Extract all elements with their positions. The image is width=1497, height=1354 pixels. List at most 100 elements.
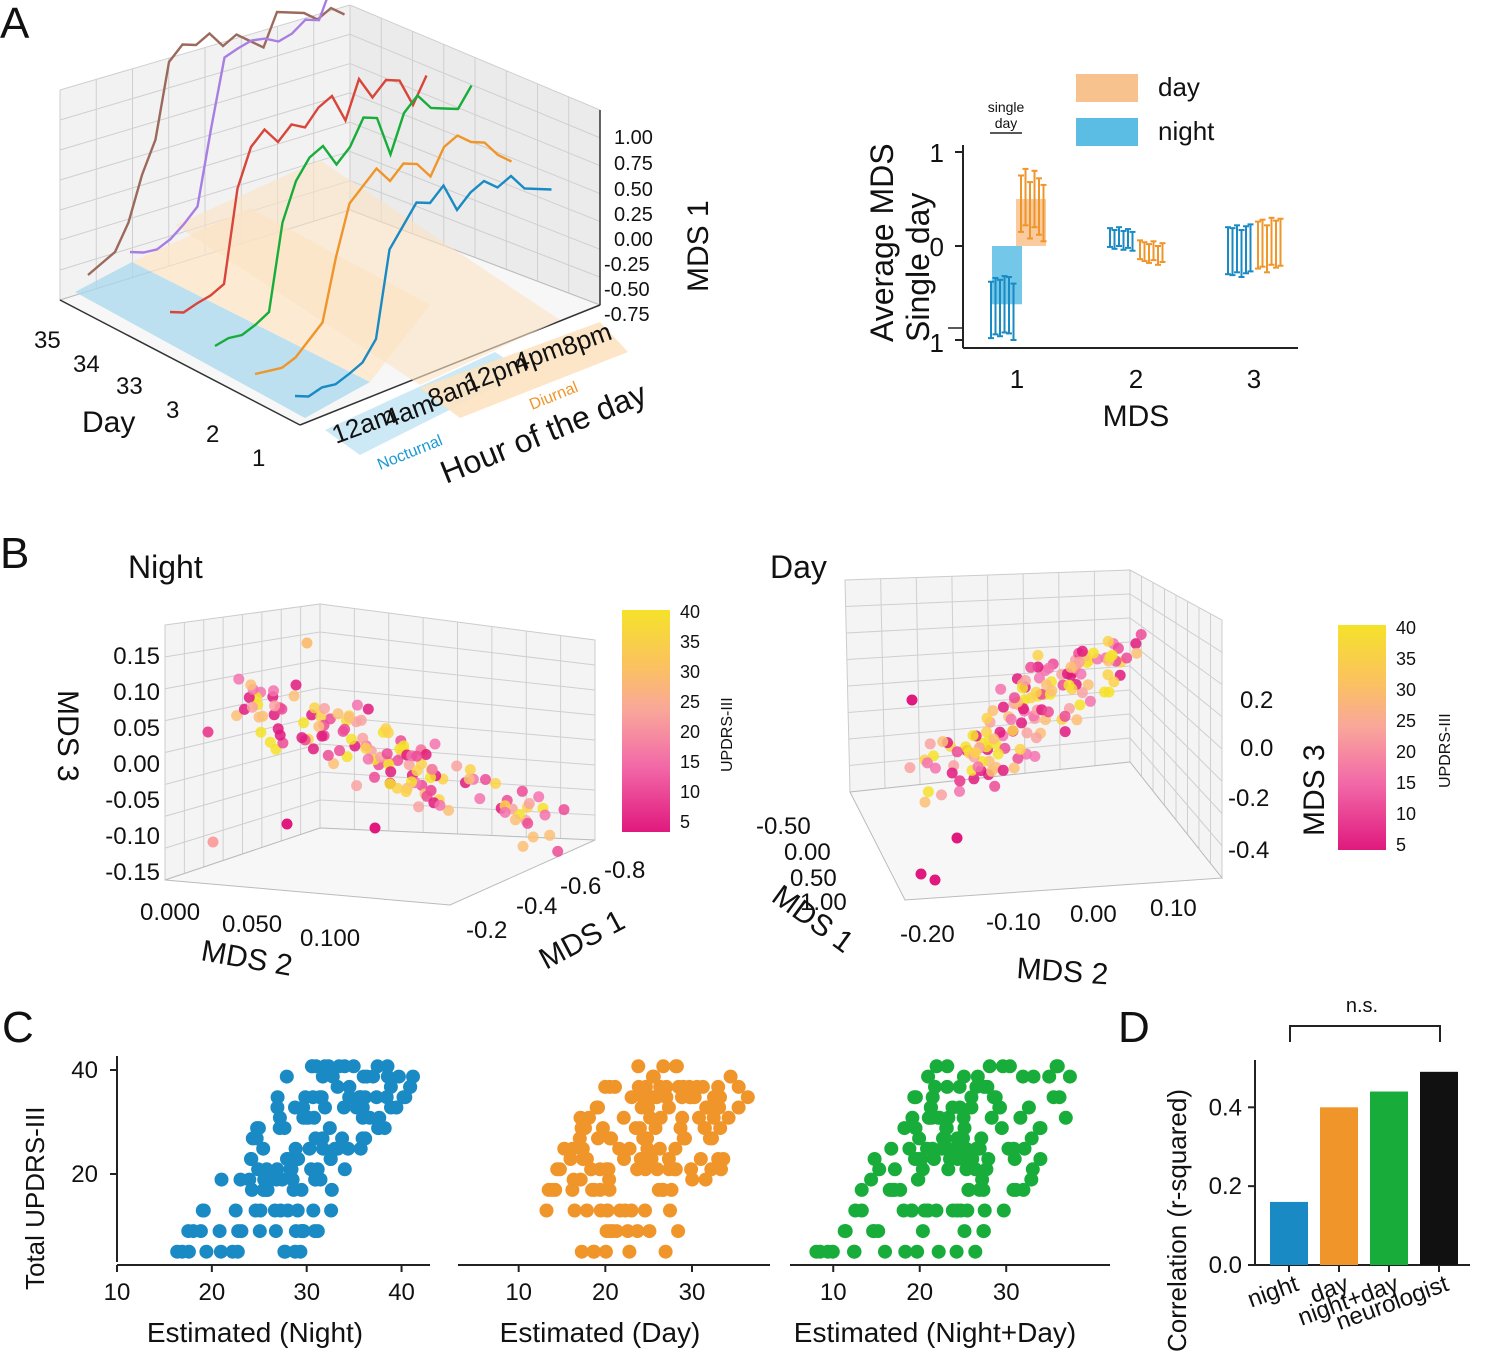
- c-point: [591, 1131, 605, 1146]
- day-point: [924, 738, 936, 750]
- c-point: [617, 1152, 631, 1166]
- z-tick: 0.00: [113, 751, 160, 778]
- c-point: [391, 1069, 406, 1084]
- night-point: [421, 790, 433, 802]
- c-point: [986, 1090, 1001, 1105]
- c-point: [1058, 1110, 1073, 1125]
- c-point: [234, 1224, 249, 1239]
- day-point: [1135, 629, 1147, 640]
- ns-annotation: n.s.: [1346, 995, 1378, 1017]
- c-point: [902, 1141, 917, 1156]
- night-x-label: MDS 2: [199, 934, 295, 982]
- night-point: [480, 774, 491, 785]
- day-point: [929, 762, 941, 774]
- c-point: [225, 1244, 240, 1259]
- c-point: [1046, 1090, 1061, 1105]
- c-point: [825, 1244, 840, 1259]
- c-point: [541, 1182, 556, 1197]
- panel-label-c: C: [2, 1003, 34, 1052]
- c-point: [1021, 1100, 1036, 1115]
- c-point: [315, 1131, 330, 1146]
- mds-errorbars: [988, 167, 1284, 341]
- day-point: [921, 757, 933, 769]
- night-point: [523, 798, 535, 809]
- c-point: [854, 1203, 869, 1218]
- d-y-tick: 0.0: [1209, 1252, 1242, 1279]
- night-point: [231, 710, 243, 722]
- day-point: [1007, 725, 1019, 736]
- grid-line: [349, 4, 601, 111]
- grid-line: [349, 150, 601, 250]
- night-point: [313, 721, 325, 732]
- y-tick: 0.00: [784, 839, 831, 866]
- night-point: [517, 840, 529, 852]
- day-point: [1076, 687, 1088, 699]
- c-x-tick: 20: [592, 1279, 619, 1306]
- day-point: [1103, 686, 1115, 698]
- night-point: [360, 742, 372, 754]
- d-bar: [1420, 1071, 1458, 1265]
- y-tick: -0.50: [756, 813, 811, 840]
- day-point: [1075, 668, 1087, 680]
- day-point: [1131, 647, 1143, 659]
- day-point: [1021, 727, 1033, 739]
- night-point: [463, 773, 475, 785]
- day-point: [1025, 661, 1037, 673]
- c-point: [994, 1121, 1009, 1136]
- c-point: [306, 1203, 321, 1218]
- c-point: [356, 1069, 371, 1084]
- c-x-label-day: Estimated (Day): [500, 1317, 701, 1348]
- day-colorbar: [1338, 625, 1386, 850]
- c-point: [342, 1079, 357, 1094]
- c-point: [683, 1090, 698, 1105]
- y-axis-label-1: Average MDSSingle day: [864, 143, 936, 342]
- grid-line: [319, 771, 596, 791]
- day-axis: [59, 299, 301, 426]
- night-point: [316, 730, 328, 742]
- c-point: [304, 1162, 319, 1177]
- night-point: [202, 726, 214, 738]
- c-point: [181, 1224, 196, 1239]
- night-point: [269, 700, 281, 712]
- night-point: [429, 738, 441, 750]
- z-tick: 0.75: [614, 153, 653, 175]
- c-x-tick: 10: [505, 1279, 532, 1306]
- night-point: [357, 732, 369, 744]
- c-point: [372, 1110, 387, 1125]
- z-tick: 1.00: [614, 127, 653, 149]
- c-point: [972, 1141, 987, 1156]
- c-point: [663, 1203, 677, 1218]
- night-point: [392, 755, 404, 766]
- c-point: [563, 1152, 578, 1166]
- c-point: [1033, 1121, 1048, 1136]
- c-point: [927, 1152, 941, 1166]
- day-point: [968, 773, 980, 785]
- day-point: [1074, 699, 1086, 711]
- c-point: [932, 1110, 947, 1125]
- c-point: [882, 1182, 897, 1197]
- y-tick: 1: [930, 138, 944, 168]
- night-point: [385, 766, 397, 778]
- panel-b-day-3d: Day 0.2 0.0 -0.2 -0.4 MDS 3 -0.20 -0.10 …: [756, 549, 1454, 991]
- night-colorbar-ticks: 40 35 30 25 20 15 10 5: [680, 602, 700, 832]
- c-point: [949, 1244, 964, 1259]
- c-point: [1042, 1069, 1057, 1084]
- c-point: [379, 1090, 394, 1105]
- c-point: [336, 1100, 351, 1115]
- z-tick: 0.10: [113, 679, 160, 706]
- grid-line: [1093, 571, 1096, 766]
- c-point: [1015, 1069, 1030, 1084]
- day-point: [1029, 750, 1041, 762]
- c-point: [341, 1141, 356, 1156]
- day-point: [1104, 651, 1116, 663]
- c-point: [1007, 1152, 1022, 1166]
- night-point: [296, 732, 308, 744]
- c-point: [249, 1131, 264, 1146]
- c-point: [923, 1100, 938, 1115]
- c-point: [721, 1110, 736, 1125]
- c-point: [613, 1203, 628, 1218]
- c-point: [905, 1110, 920, 1125]
- night-point: [301, 637, 313, 649]
- legend-day-swatch: [1076, 74, 1138, 102]
- night-point: [255, 726, 267, 738]
